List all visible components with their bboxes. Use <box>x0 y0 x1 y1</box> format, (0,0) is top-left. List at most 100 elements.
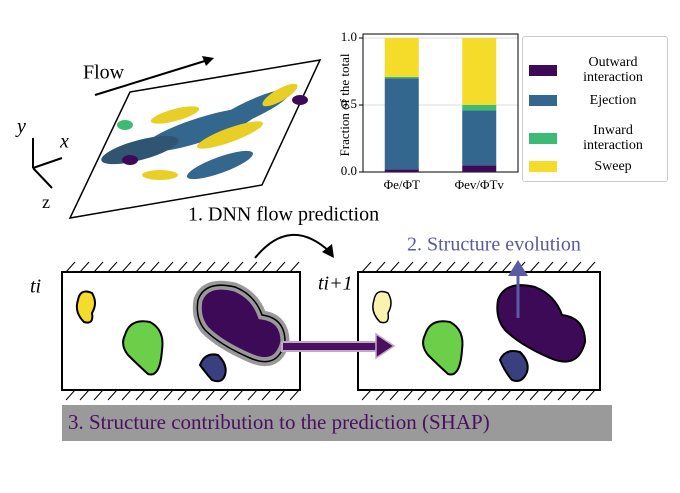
bar-segment <box>462 38 497 106</box>
legend-label: Inward interaction <box>583 123 643 153</box>
hatch <box>375 389 386 401</box>
legend-swatch <box>529 161 557 172</box>
step1: 1. DNN flow prediction <box>188 204 379 226</box>
x-tick-label: Φev/ΦTv <box>455 177 505 192</box>
hatch <box>487 261 498 273</box>
bar-segment <box>462 110 497 166</box>
y-tick-label: 0.0 <box>341 163 357 178</box>
hatch <box>389 389 400 401</box>
blob-navy <box>198 353 227 383</box>
plot-frame <box>362 33 519 173</box>
hatch <box>571 261 582 273</box>
hatch <box>417 389 428 401</box>
curved-arrow-head <box>322 244 334 258</box>
hatch <box>431 261 442 273</box>
hatch <box>107 261 118 273</box>
hatch <box>121 389 132 401</box>
legend-entry: Sweep <box>529 159 663 174</box>
hatch <box>389 261 400 273</box>
blob-green-2 <box>422 320 464 376</box>
t-label-left: ti <box>30 276 41 298</box>
hatch <box>289 389 300 401</box>
hatch <box>361 389 372 401</box>
hatch <box>205 261 216 273</box>
hatch <box>191 261 202 273</box>
hatch <box>501 261 512 273</box>
hatch <box>473 389 484 401</box>
flow-arrow-head <box>202 56 214 66</box>
hatch <box>275 261 286 273</box>
hatch <box>79 389 90 401</box>
hatch <box>571 389 582 401</box>
flow-arrow <box>94 59 209 96</box>
hatch <box>149 261 160 273</box>
hatch <box>473 261 484 273</box>
hatch <box>275 389 286 401</box>
bar-segment <box>384 169 419 172</box>
axis-y: y <box>15 116 26 138</box>
hatch <box>557 389 568 401</box>
y-tick-label: 0.5 <box>341 96 357 111</box>
legend-swatch <box>529 64 557 76</box>
hatch <box>177 389 188 401</box>
blob-green <box>122 320 164 376</box>
hatch <box>375 261 386 273</box>
hatch <box>247 389 258 401</box>
hatch <box>219 261 230 273</box>
hatch <box>135 261 146 273</box>
hatch <box>585 389 596 401</box>
hatch <box>459 389 470 401</box>
legend-label: Outward interaction <box>583 55 643 85</box>
bar-segment <box>462 105 497 111</box>
hatch <box>65 389 76 401</box>
hatch <box>501 389 512 401</box>
hatch <box>261 389 272 401</box>
hatch <box>543 261 554 273</box>
hatch <box>361 261 372 273</box>
blob-yellow <box>75 290 96 324</box>
hatch <box>529 261 540 273</box>
curved-arrow <box>254 234 331 259</box>
legend-swatch <box>529 132 557 144</box>
step3: 3. Structure contribution to the predict… <box>68 410 490 434</box>
hatch <box>233 389 244 401</box>
hatch <box>121 261 132 273</box>
hatch <box>233 261 244 273</box>
blob-navy-2 <box>498 350 529 382</box>
hatch <box>205 389 216 401</box>
shap-box <box>62 405 612 441</box>
hatch <box>417 261 428 273</box>
blob-yellow-2 <box>372 290 392 324</box>
hatch <box>163 389 174 401</box>
hatch <box>431 389 442 401</box>
hatch <box>79 261 90 273</box>
hatch <box>445 389 456 401</box>
legend-swatch <box>529 95 557 106</box>
hatch <box>191 389 202 401</box>
flow-label: Flow <box>83 62 125 84</box>
hatch <box>107 389 118 401</box>
axes-triad <box>32 138 63 189</box>
legend: Outward interaction Ejection Inward intera… <box>522 36 668 182</box>
hatch <box>529 389 540 401</box>
hatch <box>149 389 160 401</box>
hatch <box>445 261 456 273</box>
hatch <box>93 389 104 401</box>
legend-entry: Outward interaction <box>529 55 663 85</box>
hatch <box>403 389 414 401</box>
hatch <box>219 389 230 401</box>
y-axis-label: Fraction of the total <box>337 53 352 156</box>
hatch <box>261 261 272 273</box>
hatch <box>487 389 498 401</box>
step2: 2. Structure evolution <box>407 234 581 256</box>
t-label-right: ti+1 <box>318 273 353 295</box>
hatch <box>163 261 174 273</box>
x-tick-label: Φe/ΦT <box>384 177 420 192</box>
bar-chart: 0.0 0.5 1.0 Φe/ΦT Φev/ΦTv <box>341 29 519 192</box>
hatch <box>459 261 470 273</box>
hatch <box>177 261 188 273</box>
bar-segment <box>462 165 497 172</box>
bar-segment <box>384 76 419 79</box>
